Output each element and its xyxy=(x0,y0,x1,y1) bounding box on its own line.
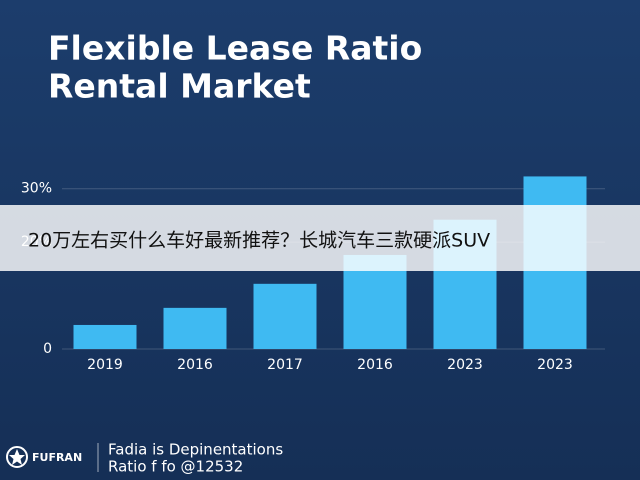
footer-brand: FUFRAN xyxy=(32,451,82,464)
banner xyxy=(0,205,640,271)
y-tick-label: 0 xyxy=(43,341,52,357)
logo-ring xyxy=(6,446,28,468)
footer-line: Fadia is Depinentations xyxy=(108,441,283,459)
chart-title: Rental Market xyxy=(48,67,311,106)
x-tick-label: 2023 xyxy=(447,357,483,373)
x-tick-label: 2016 xyxy=(177,357,213,373)
bar xyxy=(163,307,227,349)
bar xyxy=(73,324,137,349)
x-tick-label: 2023 xyxy=(537,357,573,373)
bar xyxy=(253,283,317,349)
footer-line: Ratio f fo @12532 xyxy=(108,458,243,476)
chart-title: Flexible Lease Ratio xyxy=(48,29,422,68)
banner-text: 20万左右买什么车好最新推荐？长城汽车三款硬派SUV xyxy=(28,230,490,252)
footer-logo xyxy=(6,446,28,468)
x-tick-label: 2019 xyxy=(87,357,123,373)
logo-star xyxy=(9,449,25,465)
x-tick-label: 2017 xyxy=(267,357,303,373)
y-tick-label: 30% xyxy=(21,181,52,197)
x-tick-label: 2016 xyxy=(357,357,393,373)
